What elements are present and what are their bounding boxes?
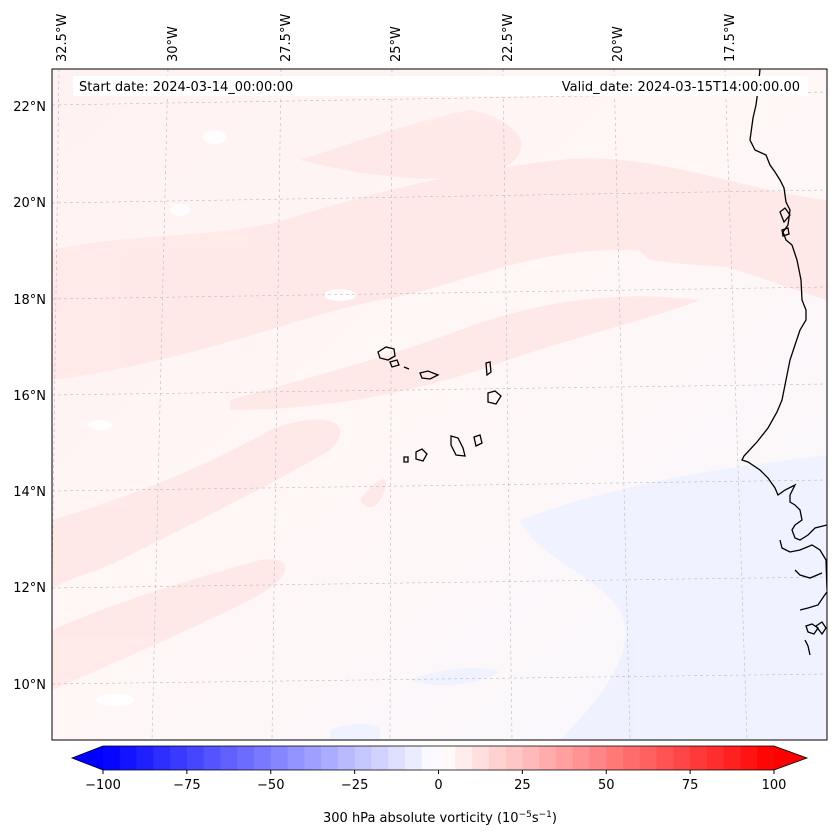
- colorbar-extend-max: [774, 746, 807, 770]
- africa-coastline: [741, 69, 827, 656]
- lon-label-22-5w: 22.5°W: [501, 14, 516, 62]
- lat-label-10n: 10°N: [13, 678, 46, 693]
- colorbar-cell: [606, 746, 624, 770]
- vorticity-negative-patches: [330, 455, 827, 740]
- colorbar-cell: [656, 746, 674, 770]
- colorbar-cell: [438, 746, 456, 770]
- lat-label-20n: 20°N: [13, 196, 46, 211]
- colorbar-cell: [354, 746, 372, 770]
- island-santo-antao: [377, 346, 396, 361]
- lon-label-27-5w: 27.5°W: [279, 14, 294, 62]
- colorbar-cell: [539, 746, 557, 770]
- colorbar-cell: [270, 746, 288, 770]
- colorbar-cell: [740, 746, 758, 770]
- island-santiago: [450, 435, 466, 457]
- lon-label-17-5w: 17.5°W: [723, 14, 738, 62]
- cape-verde-islands: [377, 346, 502, 463]
- island-santa-luzia: [403, 366, 410, 370]
- vorticity-positive-bands: [52, 110, 827, 690]
- colorbar-tick-label: 25: [514, 778, 531, 793]
- colorbar-cell: [472, 746, 490, 770]
- colorbar-tick-label: 100: [762, 778, 787, 793]
- colorbar-tick-label: −100: [85, 778, 121, 793]
- island-sao-vicente: [389, 359, 400, 368]
- colorbar-cell: [253, 746, 272, 770]
- colorbar-cell: [153, 746, 171, 770]
- island-fogo: [415, 448, 428, 462]
- lon-label-30w: 30°W: [166, 26, 181, 62]
- lat-label-18n: 18°N: [13, 293, 46, 308]
- island-maio: [473, 434, 483, 447]
- colorbar-cell: [388, 746, 406, 770]
- colorbar-cells: [103, 746, 775, 770]
- gridlines: [52, 69, 827, 740]
- colorbar-cell: [220, 746, 238, 770]
- colorbar-tick-label: 50: [598, 778, 615, 793]
- colorbar-cell: [119, 746, 137, 770]
- colorbar-cell: [723, 746, 741, 770]
- colorbar-cell: [673, 746, 691, 770]
- colorbar-cell: [488, 746, 506, 770]
- colorbar-cell: [555, 746, 574, 770]
- colorbar-cell: [287, 746, 305, 770]
- colorbar-cell: [136, 746, 154, 770]
- lon-label-32-5w: 32.5°W: [55, 14, 70, 62]
- lon-label-25w: 25°W: [389, 26, 404, 62]
- colorbar-cell: [337, 746, 356, 770]
- colorbar-tick-label: −50: [257, 778, 284, 793]
- map-frame: [51, 68, 828, 741]
- island-brava: [403, 456, 409, 463]
- colorbar-cell: [304, 746, 322, 770]
- colorbar-cell: [623, 746, 641, 770]
- colorbar-title: 300 hPa absolute vorticity (10−5s−1): [323, 810, 557, 826]
- colorbar-cell: [522, 746, 540, 770]
- lat-label-14n: 14°N: [13, 485, 46, 500]
- colorbar-cell: [505, 746, 523, 770]
- colorbar-cell: [371, 746, 389, 770]
- colorbar: −100 −75 −50 −25 0 25 50 75 100 300 hPa absolute…: [70, 745, 809, 826]
- colorbar-tick-label: 0: [434, 778, 442, 793]
- colorbar-tick-label: 75: [682, 778, 699, 793]
- colorbar-extend-min: [72, 746, 103, 770]
- colorbar-tick-label: −25: [341, 778, 368, 793]
- colorbar-cell: [589, 746, 607, 770]
- colorbar-ticks: −100 −75 −50 −25 0 25 50 75 100: [85, 770, 786, 793]
- info-header-bar: [73, 76, 808, 96]
- colorbar-cell: [690, 746, 708, 770]
- colorbar-cell: [404, 746, 423, 770]
- colorbar-cell: [186, 746, 205, 770]
- lon-label-20w: 20°W: [611, 26, 626, 62]
- colorbar-cell: [757, 746, 775, 770]
- colorbar-cell: [203, 746, 221, 770]
- colorbar-cell: [639, 746, 657, 770]
- island-sao-nicolau: [419, 370, 440, 380]
- colorbar-cell: [572, 746, 590, 770]
- colorbar-cell: [455, 746, 473, 770]
- colorbar-cell: [103, 746, 121, 770]
- colorbar-cell: [170, 746, 188, 770]
- lat-label-12n: 12°N: [13, 581, 46, 596]
- colorbar-tick-label: −75: [173, 778, 200, 793]
- colorbar-cell: [421, 746, 439, 770]
- island-boa-vista: [487, 390, 502, 405]
- colorbar-cell: [706, 746, 725, 770]
- valid-date-label: Valid_date: 2024-03-15T14:00:00.00: [562, 80, 800, 95]
- island-sal: [485, 361, 492, 377]
- vorticity-white-spots: [88, 130, 356, 706]
- lat-label-16n: 16°N: [13, 389, 46, 404]
- colorbar-cell: [237, 746, 255, 770]
- start-date-label: Start date: 2024-03-14_00:00:00: [79, 80, 293, 95]
- colorbar-cell: [321, 746, 339, 770]
- lat-label-22n: 22°N: [13, 100, 46, 115]
- map-panel: Start date: 2024-03-14_00:00:00 Valid_da…: [52, 69, 827, 740]
